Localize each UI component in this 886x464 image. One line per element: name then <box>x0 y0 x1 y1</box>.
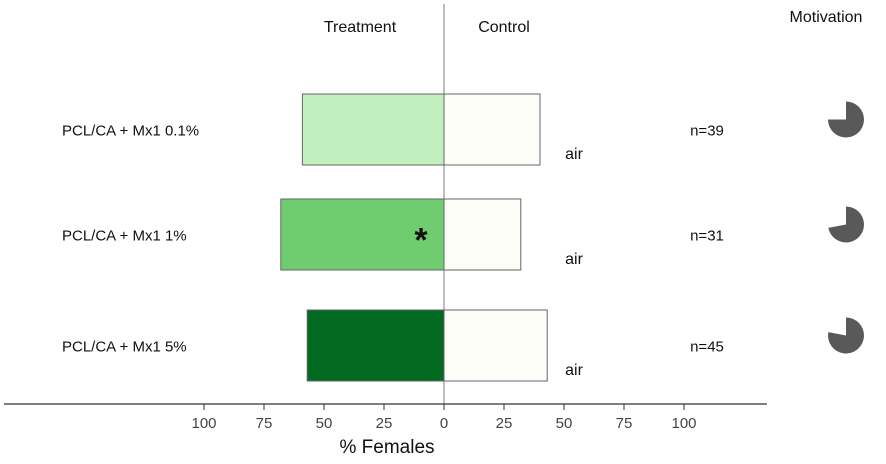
treatment-bar <box>280 198 445 271</box>
x-axis-label: % Females <box>339 437 434 458</box>
control-bar <box>443 93 541 166</box>
n-label: n=45 <box>690 339 724 356</box>
row-label: PCL/CA + Mx1 5% <box>62 339 187 356</box>
chart-marks: PCL/CA + Mx1 0.1% air n=39 PCL/CA + Mx1 1% *… <box>62 93 865 432</box>
motivation-pie <box>828 206 865 243</box>
treatment-bar <box>306 309 445 382</box>
control-label: air <box>565 146 583 163</box>
motivation-pie <box>828 101 864 138</box>
x-tick-label: 25 <box>376 415 393 432</box>
n-label: n=31 <box>690 228 724 245</box>
control-label: air <box>565 251 583 268</box>
treatment-bar <box>301 93 445 166</box>
control-header: Control <box>478 19 530 36</box>
x-tick-label: 50 <box>316 415 333 432</box>
x-tick-label: 50 <box>556 415 573 432</box>
control-bar <box>443 198 522 271</box>
significance-marker: * <box>414 222 428 260</box>
x-tick-label: 100 <box>191 415 216 432</box>
x-tick-label: 100 <box>671 415 696 432</box>
treatment-header: Treatment <box>324 19 397 36</box>
control-label: air <box>565 362 583 379</box>
x-tick-label: 0 <box>440 415 448 432</box>
row-label: PCL/CA + Mx1 0.1% <box>62 123 199 140</box>
row-label: PCL/CA + Mx1 1% <box>62 228 187 245</box>
control-bar <box>443 309 548 382</box>
x-tick-label: 25 <box>496 415 513 432</box>
motivation-header: Motivation <box>790 9 863 26</box>
x-tick-label: 75 <box>616 415 633 432</box>
motivation-pie <box>828 317 865 354</box>
x-tick-label: 75 <box>256 415 273 432</box>
n-label: n=39 <box>690 123 724 140</box>
